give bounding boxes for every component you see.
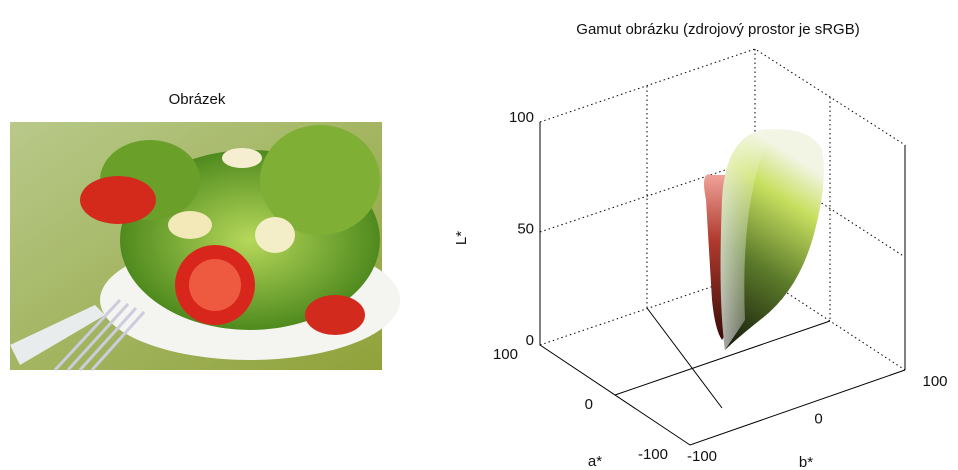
z-tick-label: 0 [526,332,534,349]
axes-box [539,48,906,446]
b-tick-label: 0 [814,410,822,427]
a-tick-label: 0 [585,396,593,413]
b-tick-label: 100 [922,373,947,390]
z-tick-label: 100 [509,109,534,126]
a-tick-label: 100 [493,346,518,363]
photo [10,122,400,372]
gamut-cloud [704,129,824,350]
image-title: Obrázek [169,91,226,108]
b-axis-label: b* [799,454,813,470]
a-tick-label: -100 [638,446,668,463]
plot-title: Gamut obrázku (zdrojový prostor je sRGB) [576,21,859,38]
a-axis-label: a* [588,453,602,470]
z-axis-label: L* [453,231,470,245]
z-tick-label: 50 [517,220,534,237]
b-tick-label: -100 [687,448,717,465]
